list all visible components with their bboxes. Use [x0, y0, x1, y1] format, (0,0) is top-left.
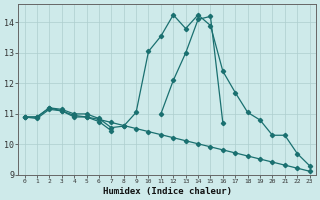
X-axis label: Humidex (Indice chaleur): Humidex (Indice chaleur): [103, 187, 232, 196]
